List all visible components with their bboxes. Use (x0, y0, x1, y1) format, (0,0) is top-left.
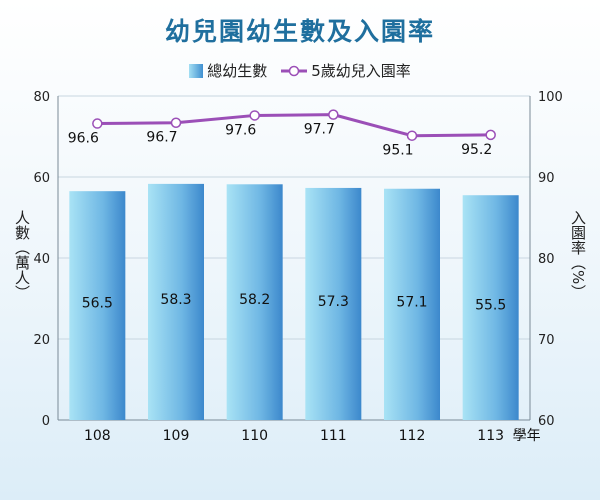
legend-line-swatch (281, 65, 308, 76)
rate-value-label: 95.1 (382, 143, 413, 159)
legend-item-line: 5歲幼兒入園率 (281, 60, 411, 81)
rate-value-label: 97.6 (225, 122, 256, 138)
y-axis-left-label: 人數（萬人） (13, 210, 31, 300)
bar-value-label: 57.1 (396, 294, 427, 310)
rate-line (97, 113, 491, 138)
rate-value-label: 97.7 (304, 122, 335, 138)
x-tick-label: 113 (477, 428, 504, 444)
bar-value-label: 58.3 (160, 292, 191, 308)
y-left-tick-label: 40 (33, 252, 50, 267)
x-tick-label: 112 (399, 428, 426, 444)
bar (384, 188, 440, 420)
x-axis-unit-label: 學年 (513, 428, 541, 444)
bar-value-label: 57.3 (318, 294, 349, 310)
y-axis-right-label: 入園率（%） (569, 210, 587, 300)
x-tick-label: 109 (163, 428, 190, 444)
y-left-tick-label: 60 (33, 171, 50, 186)
bar-value-label: 58.2 (239, 292, 270, 308)
legend-bar-swatch (189, 63, 204, 78)
bar-value-label: 56.5 (82, 296, 113, 312)
bar (148, 183, 204, 420)
legend: 總幼生數 5歲幼兒入園率 (0, 60, 600, 81)
rate-point (485, 129, 496, 141)
bar (69, 191, 126, 420)
x-tick-label: 111 (320, 428, 347, 444)
rate-value-label: 96.6 (68, 131, 99, 147)
rate-point (249, 110, 260, 121)
y-left-tick-label: 80 (33, 90, 50, 105)
rate-value-label: 95.2 (461, 142, 492, 158)
rate-point (328, 109, 339, 120)
chart-title: 幼兒園幼生數及入園率 (164, 17, 435, 46)
x-tick-label: 110 (241, 428, 268, 444)
legend-line-label: 5歲幼兒入園率 (311, 62, 411, 80)
rate-point (170, 117, 182, 128)
y-right-tick-label: 80 (538, 252, 555, 267)
y-right-tick-label: 90 (538, 171, 555, 186)
x-tick-label: 108 (84, 428, 111, 444)
bar-value-label: 55.5 (475, 298, 506, 314)
legend-item-bar: 總幼生數 (189, 60, 267, 81)
y-left-tick-label: 20 (33, 333, 50, 348)
y-right-tick-label: 100 (538, 90, 563, 105)
y-right-tick-label: 60 (538, 414, 555, 429)
bar (462, 195, 519, 420)
bar (305, 187, 362, 420)
rate-point (92, 118, 103, 129)
rate-value-label: 96.7 (146, 130, 177, 146)
bar (226, 184, 283, 420)
y-right-tick-label: 70 (538, 333, 555, 348)
legend-bar-label: 總幼生數 (207, 62, 268, 80)
y-left-tick-label: 0 (42, 414, 50, 429)
rate-point (406, 130, 418, 141)
